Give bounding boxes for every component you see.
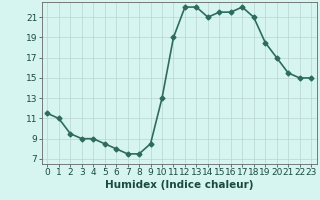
X-axis label: Humidex (Indice chaleur): Humidex (Indice chaleur) — [105, 180, 253, 190]
